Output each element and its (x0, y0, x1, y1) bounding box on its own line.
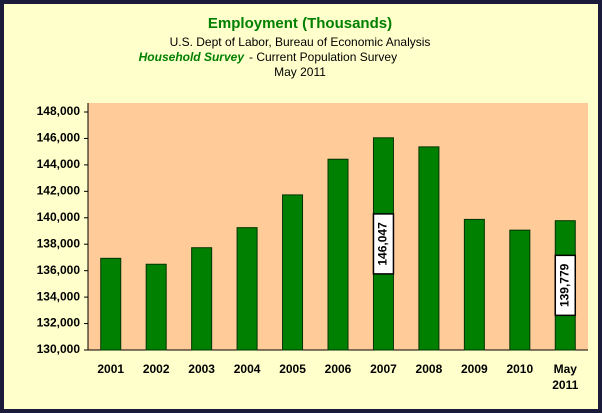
y-tick-label: 142,000 (37, 184, 81, 198)
bar (282, 194, 304, 351)
x-tick-label: 2004 (234, 362, 261, 376)
x-tick-label: 2010 (506, 362, 533, 376)
survey-rest: - Current Population Survey (249, 50, 397, 64)
y-tick-label: 130,000 (37, 342, 81, 356)
survey-name: Household Survey (139, 50, 246, 64)
x-tick-label: 2002 (143, 362, 170, 376)
x-tick-label: 2003 (188, 362, 215, 376)
x-tick-label: 2008 (416, 362, 443, 376)
chart-title: Employment (Thousands) (208, 15, 392, 32)
y-tick-label: 134,000 (37, 289, 81, 303)
chart-period: May 2011 (274, 65, 326, 79)
value-label-box (554, 254, 577, 317)
bar (418, 146, 440, 351)
x-tick-label: 2009 (461, 362, 488, 376)
y-tick-label: 148,000 (37, 104, 81, 118)
value-label: 139,779 (557, 263, 571, 307)
y-tick-label: 138,000 (37, 236, 81, 250)
x-tick-label: May 2011 (552, 362, 578, 392)
bar (327, 158, 349, 351)
bar (145, 263, 167, 351)
bar (509, 229, 531, 351)
x-tick-label: 2006 (325, 362, 352, 376)
y-tick-label: 140,000 (37, 210, 81, 224)
x-tick-label: 2007 (370, 362, 397, 376)
x-tick-label: 2005 (279, 362, 306, 376)
y-tick-label: 136,000 (37, 263, 81, 277)
chart-subtitle: U.S. Dept of Labor, Bureau of Economic A… (170, 35, 431, 49)
x-tick-label: 2001 (97, 362, 124, 376)
y-tick-label: 132,000 (37, 316, 81, 330)
bar (191, 247, 213, 351)
value-label-box (372, 213, 395, 275)
bar (236, 227, 258, 351)
value-label: 146,047 (376, 222, 390, 266)
bar (100, 257, 122, 351)
bar (463, 218, 485, 351)
y-tick-label: 146,000 (37, 131, 81, 145)
y-tick-label: 144,000 (37, 157, 81, 171)
